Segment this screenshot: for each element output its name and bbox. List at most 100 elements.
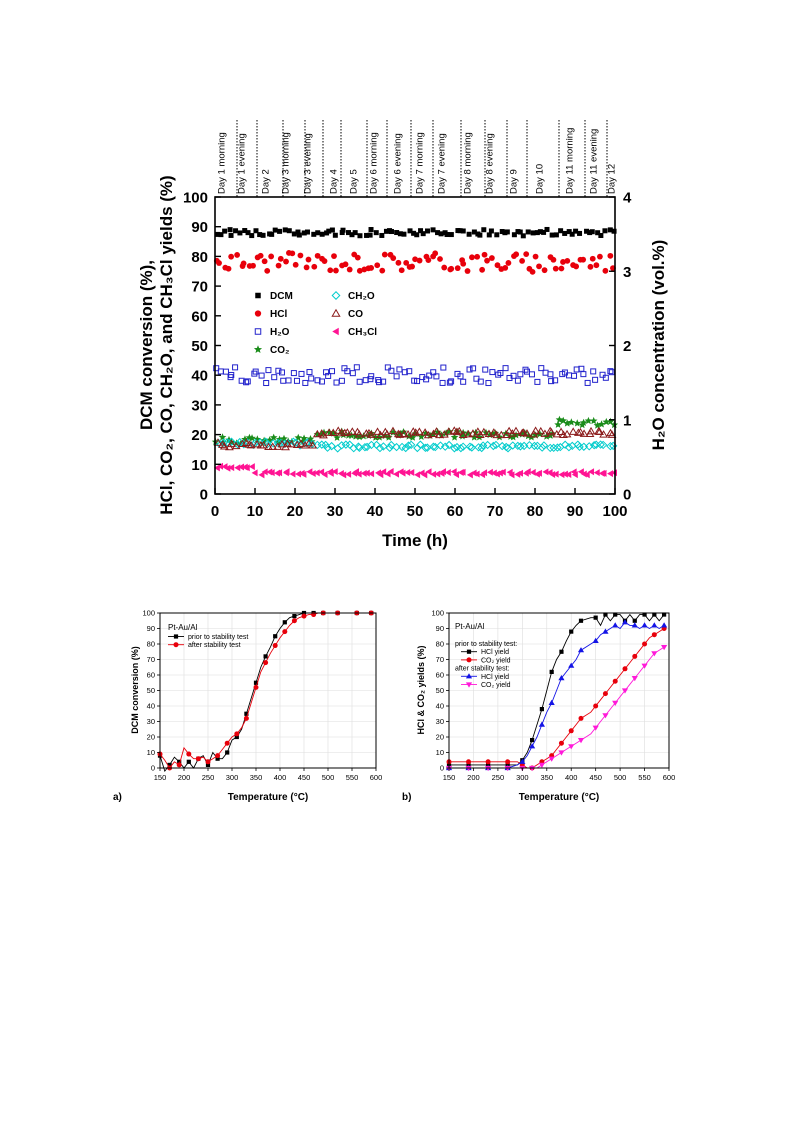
point-after-stability-test [354,610,360,616]
point-h-o [302,379,309,386]
point-dcm [602,228,608,234]
x-tick-label: 60 [447,503,464,520]
panel-label: a) [113,792,122,803]
point-ch-o [280,439,290,449]
point-prior-to-stability-test [167,762,172,767]
point-co [546,427,556,436]
point-co-yield-0 [602,691,608,697]
point-hcl-yield-0 [446,762,452,767]
point-ch-o [379,442,388,451]
point-dcm [420,231,426,237]
grid [448,612,670,769]
y-tick-label: 60 [147,671,155,680]
point-dcm [611,228,617,234]
point-co [536,426,546,435]
legend-label-co: CO [348,309,363,320]
point-co-yield-1 [519,765,526,772]
point-ch-o [568,441,577,451]
point-hcl-yield-1 [558,675,565,681]
point-after-stability-test [291,618,297,624]
point-after-stability-test [301,613,307,619]
point-hcl [390,255,397,261]
legend-label-prior-to-stability-test: prior to stability test [188,634,248,641]
point-prior-to-stability-test [225,750,230,755]
x-tick-label: 400 [274,773,287,782]
series-prior-to-stability-test [157,610,374,773]
point-dcm [286,228,292,234]
y-axis-label: HCl & CO₂ yields (%) [416,645,426,734]
point-dcm [607,227,613,233]
point-dcm [457,228,463,234]
point-prior-to-stability-test [234,734,239,740]
x-tick-label: 300 [516,773,529,782]
point-ch-o [478,441,488,450]
point-co [339,430,348,439]
point-h-o [243,379,250,386]
point-h-o [278,369,285,376]
point-co [213,438,223,446]
point-dcm [494,232,500,238]
point-hcl [277,255,284,262]
point-hcl-yield-0 [505,762,510,767]
point-hcl [379,267,386,274]
point-ch-cl [368,470,375,478]
point-h-o [592,376,599,383]
point-hcl [593,262,600,269]
point-after-stability-test [243,715,249,721]
period-label-day-12: Day 12 [607,164,618,194]
point-ch-o [483,440,492,450]
point-dcm [525,229,531,235]
point-h-o [517,371,524,378]
legend-label-hcl: HCl [270,309,287,320]
point-co [259,440,268,449]
point-h-o [448,378,455,385]
point-co [347,427,357,435]
point-ch-o [429,442,438,451]
point-co [283,439,292,447]
point-hcl [331,253,337,259]
plot-frame [448,612,670,769]
x-tick-label: 600 [663,773,676,782]
x-tick-label: 150 [443,773,456,782]
point-h-o [522,366,529,373]
x-tick-label: 200 [467,773,480,782]
series-hcl-yield-1 [445,619,668,771]
point-ch-cl [268,469,275,477]
point-co-yield-1 [568,744,575,750]
x-tick-label: 250 [492,773,505,782]
point-hcl [305,256,312,263]
x-tick-label: 10 [247,503,264,520]
point-h-o [497,369,504,376]
y-tick-label: 40 [147,702,155,711]
point-dcm [257,232,263,238]
x-tick-label: 40 [367,503,384,520]
point-hcl [398,267,405,274]
legend-marker-ch-o [331,291,341,300]
point-h-o [308,375,315,382]
point-hcl [395,259,402,266]
point-hcl [257,252,264,259]
chart-title: Pt-Au/Al [455,622,485,631]
y-tick-label: 70 [436,655,444,664]
point-dcm [471,229,477,235]
point-co [244,440,254,448]
y-tick-label: 90 [191,219,208,236]
point-h-o [580,371,587,378]
period-labels: Day 1 morning Day 1 evening Day 2 Day 3 mor… [217,128,618,194]
point-dcm [373,230,379,236]
y-tick-label: 70 [147,655,155,664]
point-hcl [587,263,594,270]
point-hcl [464,268,471,274]
point-co-yield-1 [485,765,492,772]
period-label-day-4: Day 4 [329,169,340,194]
point-ch-cl [444,468,451,476]
x-tick-label: 350 [541,773,554,782]
point-co-yield-0 [466,759,472,765]
point-co [556,427,566,436]
point-dcm [587,230,593,236]
y-tick-label: 80 [147,640,155,649]
series-line-prior-to-stability-test [159,612,372,773]
point-dcm [425,228,431,234]
point-after-stability-test [176,762,182,768]
point-dcm [418,228,424,234]
